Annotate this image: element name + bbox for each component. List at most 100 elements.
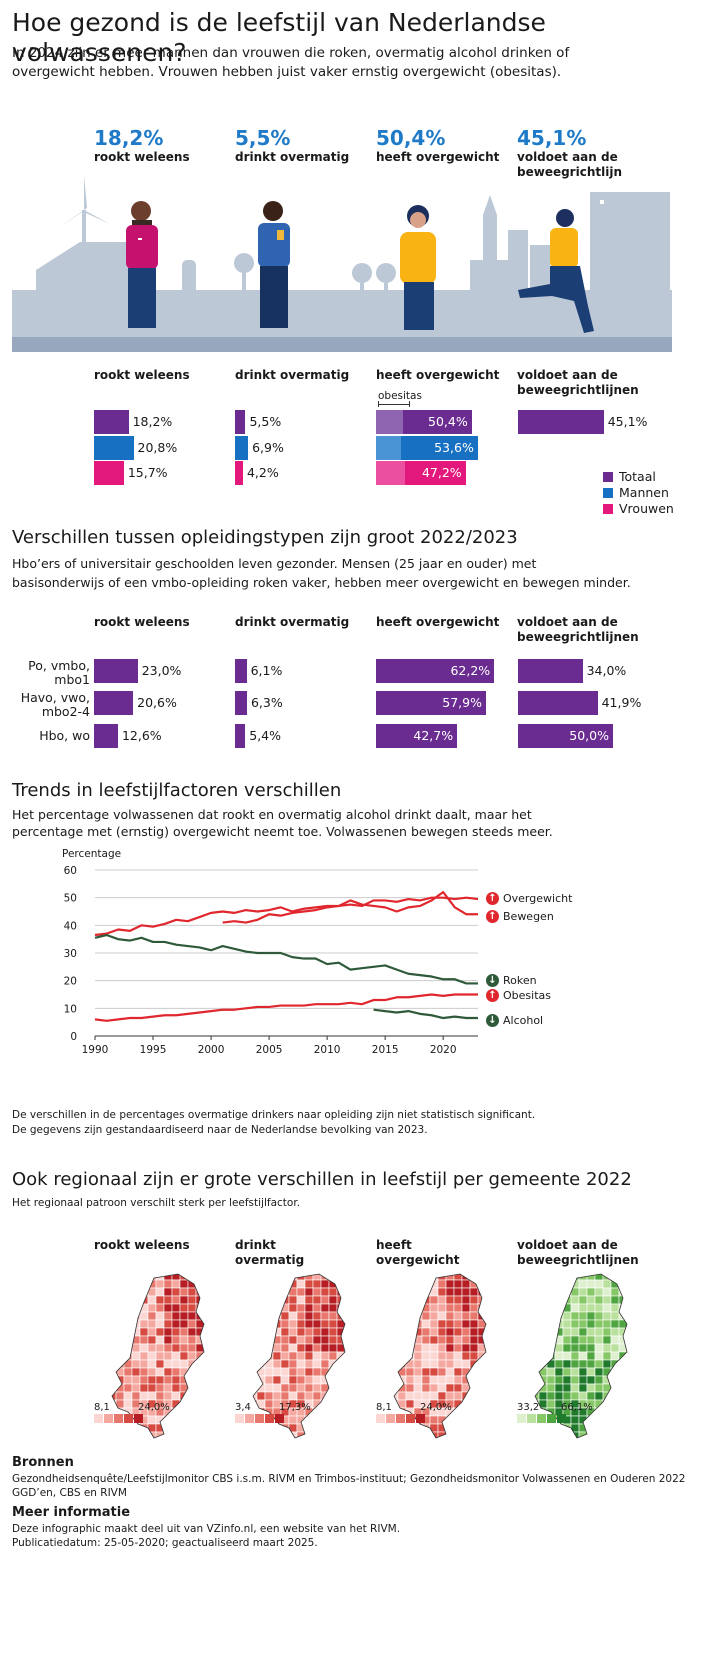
map-region xyxy=(445,1311,455,1321)
map-region xyxy=(469,1431,479,1438)
map-region xyxy=(171,1431,181,1438)
trends-line-chart: 0 10 20 30 40 50 60 1990 1995 2000 2005 2010 2015 202… xyxy=(64,865,479,1056)
map-region xyxy=(253,1383,258,1393)
map-region xyxy=(272,1287,282,1297)
map-region xyxy=(469,1295,479,1305)
map-region xyxy=(618,1415,627,1425)
edu-bar-3-0 xyxy=(518,659,583,683)
map-region xyxy=(626,1303,627,1313)
map-region xyxy=(394,1311,399,1321)
map-region xyxy=(535,1351,540,1361)
map-region xyxy=(147,1351,157,1361)
map-region xyxy=(272,1295,282,1305)
map-region xyxy=(155,1383,165,1393)
trends-title: Trends in leefstijlfactoren verschillen xyxy=(12,780,342,801)
map-region xyxy=(257,1440,265,1442)
map-region xyxy=(312,1359,322,1369)
map-region xyxy=(272,1383,282,1393)
map-region xyxy=(321,1440,329,1442)
map-region xyxy=(320,1319,330,1329)
map-region xyxy=(469,1423,479,1433)
map-region xyxy=(256,1359,266,1369)
map-region xyxy=(195,1279,204,1289)
map-region xyxy=(429,1359,439,1369)
map-region xyxy=(155,1327,165,1337)
map-region xyxy=(288,1415,298,1425)
map-region xyxy=(139,1335,149,1345)
map-region xyxy=(112,1343,117,1353)
gender-obesitas-bar-2 xyxy=(376,461,405,485)
map-region xyxy=(203,1423,204,1433)
map-region xyxy=(328,1351,338,1361)
map-region xyxy=(546,1399,556,1409)
map-region xyxy=(253,1295,258,1305)
map-region xyxy=(328,1423,338,1433)
map-region xyxy=(405,1431,415,1438)
map-scale-max-1: 17,3% xyxy=(279,1402,311,1413)
map-region xyxy=(626,1343,627,1353)
map-region xyxy=(155,1287,165,1297)
map-region xyxy=(453,1375,463,1385)
trend-line-alcohol xyxy=(373,1008,478,1020)
map-region xyxy=(336,1274,345,1281)
map-region xyxy=(312,1295,322,1305)
map-region xyxy=(320,1359,330,1369)
map-region xyxy=(469,1367,479,1377)
person-drinker xyxy=(250,198,300,342)
map-region xyxy=(344,1415,345,1425)
map-region xyxy=(578,1343,588,1353)
map-scale-swatch-1-4 xyxy=(275,1414,284,1423)
map-region xyxy=(312,1311,322,1321)
map-region xyxy=(320,1279,330,1289)
map-scale-swatch-2-1 xyxy=(386,1414,395,1423)
map-region xyxy=(139,1375,149,1385)
map-region xyxy=(602,1407,612,1417)
map-region xyxy=(563,1440,571,1442)
map-region xyxy=(437,1279,447,1289)
map-region xyxy=(312,1303,322,1313)
map-region xyxy=(578,1375,588,1385)
map-region xyxy=(147,1335,157,1345)
map-region xyxy=(328,1399,338,1409)
map-region xyxy=(535,1431,540,1438)
map-region xyxy=(461,1311,471,1321)
map-region xyxy=(485,1391,486,1401)
map-region xyxy=(304,1303,314,1313)
map-region xyxy=(554,1423,564,1433)
obesitas-label: obesitas xyxy=(378,390,422,402)
map-outline-1 xyxy=(252,1273,346,1439)
gender-bar-2-1 xyxy=(235,461,243,485)
map-region xyxy=(179,1311,189,1321)
map-region xyxy=(337,1440,345,1442)
map-region xyxy=(437,1327,447,1337)
map-region xyxy=(296,1295,306,1305)
map-region xyxy=(397,1327,407,1337)
map-region xyxy=(578,1383,588,1393)
map-region xyxy=(312,1375,322,1385)
map-region xyxy=(413,1375,423,1385)
map-region xyxy=(147,1274,157,1281)
map-region xyxy=(253,1431,258,1438)
map-region xyxy=(328,1327,338,1337)
map-region xyxy=(462,1440,470,1442)
map-region xyxy=(171,1375,181,1385)
map-region xyxy=(538,1423,548,1433)
map-region xyxy=(477,1383,486,1393)
map-region xyxy=(147,1415,157,1425)
obesitas-bracket-right xyxy=(409,401,410,407)
map-region xyxy=(272,1343,282,1353)
map-region xyxy=(535,1279,540,1289)
map-region xyxy=(461,1319,471,1329)
regional-subtitle: Het regionaal patroon verschilt sterk pe… xyxy=(12,1197,301,1209)
map-region xyxy=(405,1295,415,1305)
map-region xyxy=(546,1359,556,1369)
map-region xyxy=(394,1359,399,1369)
arrow-down-icon: ↓ xyxy=(486,1014,499,1027)
map-region xyxy=(429,1274,439,1281)
edu-bar-0-2 xyxy=(94,724,118,748)
map-region xyxy=(344,1367,345,1377)
map-region xyxy=(304,1319,314,1329)
map-region xyxy=(485,1359,486,1369)
map-region xyxy=(586,1351,596,1361)
map-region xyxy=(139,1383,149,1393)
